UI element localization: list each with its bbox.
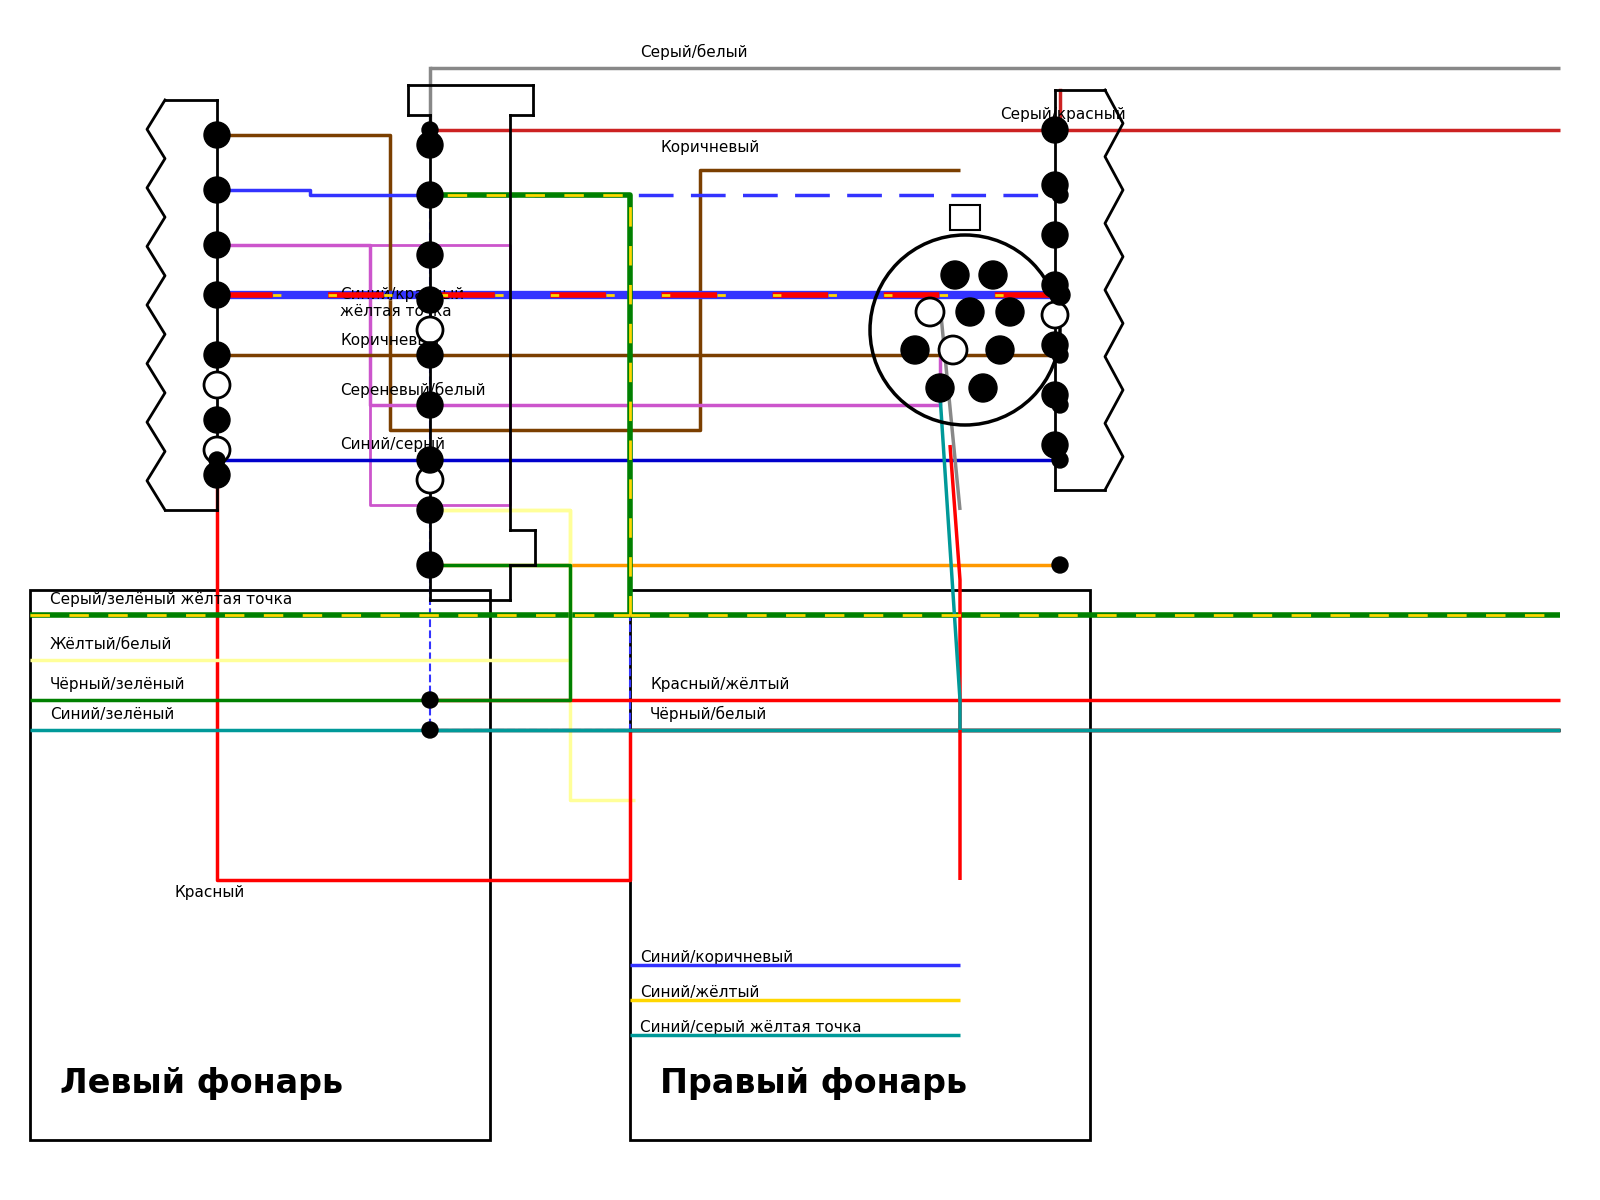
Circle shape bbox=[1042, 432, 1069, 458]
Circle shape bbox=[418, 182, 443, 208]
Text: Чёрный/зелёный: Чёрный/зелёный bbox=[50, 677, 186, 692]
Circle shape bbox=[1053, 452, 1069, 468]
Circle shape bbox=[1053, 557, 1069, 572]
Circle shape bbox=[206, 284, 227, 305]
Circle shape bbox=[941, 260, 970, 289]
Circle shape bbox=[205, 462, 230, 488]
Circle shape bbox=[1053, 347, 1069, 362]
Circle shape bbox=[418, 497, 443, 523]
Circle shape bbox=[1042, 382, 1069, 408]
Circle shape bbox=[422, 187, 438, 203]
Circle shape bbox=[979, 260, 1006, 289]
Circle shape bbox=[205, 176, 230, 203]
Circle shape bbox=[205, 437, 230, 463]
Circle shape bbox=[418, 552, 443, 578]
Circle shape bbox=[205, 407, 230, 433]
Circle shape bbox=[995, 298, 1024, 326]
Circle shape bbox=[957, 298, 984, 326]
Circle shape bbox=[1042, 222, 1069, 248]
Circle shape bbox=[205, 372, 230, 398]
Text: Коричневый: Коричневый bbox=[339, 332, 440, 348]
Circle shape bbox=[1042, 302, 1069, 328]
Text: Синий/жёлтый: Синий/жёлтый bbox=[640, 985, 760, 1000]
Text: Левый фонарь: Левый фонарь bbox=[61, 1067, 342, 1100]
Text: Правый фонарь: Правый фонарь bbox=[661, 1067, 966, 1100]
Circle shape bbox=[422, 502, 438, 518]
Circle shape bbox=[422, 722, 438, 738]
Text: Серый/красный: Серый/красный bbox=[1000, 107, 1126, 122]
Circle shape bbox=[418, 392, 443, 418]
Circle shape bbox=[418, 132, 443, 158]
Circle shape bbox=[205, 342, 230, 368]
Text: Жёлтый/белый: Жёлтый/белый bbox=[50, 637, 173, 652]
Text: Синий/серый жёлтая точка: Синий/серый жёлтая точка bbox=[640, 1020, 861, 1036]
Text: Синий/красный
жёлтая точка: Синий/красный жёлтая точка bbox=[339, 287, 464, 319]
Bar bbox=[30, 590, 490, 1140]
Text: Сереневый/белый: Сереневый/белый bbox=[339, 382, 485, 398]
Circle shape bbox=[422, 347, 438, 362]
Circle shape bbox=[1042, 272, 1069, 298]
Circle shape bbox=[210, 452, 226, 468]
Circle shape bbox=[422, 557, 438, 572]
Circle shape bbox=[205, 282, 230, 308]
Text: Серый/белый: Серый/белый bbox=[640, 44, 747, 60]
Text: Синий/коричневый: Синий/коричневый bbox=[640, 950, 794, 965]
Circle shape bbox=[422, 187, 438, 203]
Circle shape bbox=[926, 374, 954, 402]
Circle shape bbox=[418, 342, 443, 368]
Circle shape bbox=[915, 298, 944, 326]
Circle shape bbox=[418, 317, 443, 343]
Circle shape bbox=[939, 336, 966, 364]
Circle shape bbox=[1042, 172, 1069, 198]
Circle shape bbox=[422, 122, 438, 138]
Bar bbox=[950, 205, 979, 230]
Circle shape bbox=[422, 137, 438, 152]
Circle shape bbox=[1050, 284, 1070, 305]
Circle shape bbox=[986, 336, 1014, 364]
Text: Чёрный/белый: Чёрный/белый bbox=[650, 706, 768, 722]
Circle shape bbox=[1042, 116, 1069, 143]
Circle shape bbox=[901, 336, 930, 364]
Circle shape bbox=[205, 122, 230, 148]
Circle shape bbox=[1042, 332, 1069, 358]
Text: Синий/серый: Синий/серый bbox=[339, 437, 445, 452]
Circle shape bbox=[418, 242, 443, 268]
Circle shape bbox=[970, 374, 997, 402]
Circle shape bbox=[1053, 397, 1069, 413]
Text: Красный/жёлтый: Красный/жёлтый bbox=[650, 677, 789, 692]
Circle shape bbox=[422, 692, 438, 708]
Circle shape bbox=[205, 232, 230, 258]
Circle shape bbox=[422, 557, 438, 572]
Bar bbox=[630, 590, 1090, 1140]
Text: Синий/зелёный: Синий/зелёный bbox=[50, 707, 174, 722]
Circle shape bbox=[422, 397, 438, 413]
Circle shape bbox=[418, 446, 443, 473]
Circle shape bbox=[422, 502, 438, 518]
Text: Красный: Красный bbox=[174, 886, 245, 900]
Bar bbox=[430, 194, 630, 730]
Circle shape bbox=[418, 467, 443, 493]
Circle shape bbox=[1053, 187, 1069, 203]
Text: Серый/зелёный жёлтая точка: Серый/зелёный жёлтая точка bbox=[50, 592, 293, 607]
Text: Коричневый: Коричневый bbox=[661, 140, 760, 155]
Circle shape bbox=[418, 287, 443, 313]
